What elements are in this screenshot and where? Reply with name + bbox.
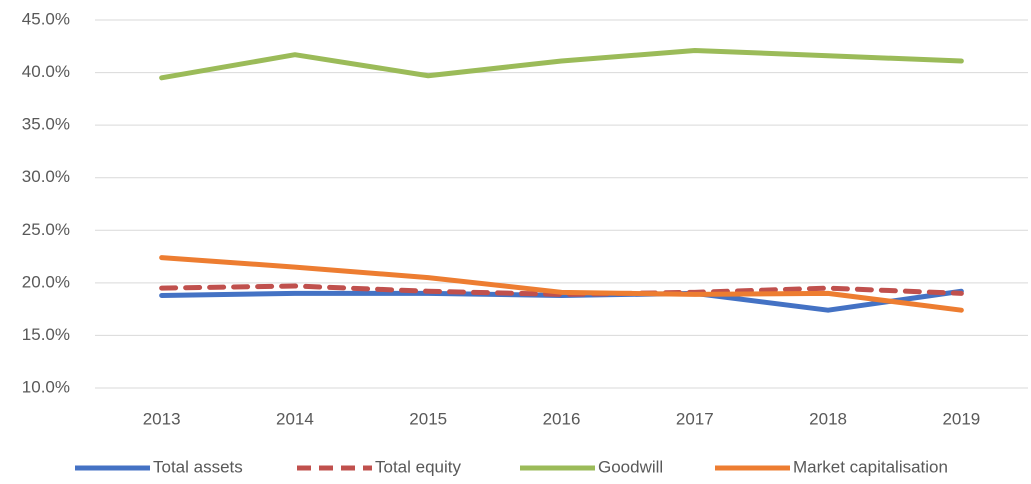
y-tick-label: 25.0% [22,220,70,239]
y-tick-label: 15.0% [22,325,70,344]
x-tick-label: 2013 [143,409,181,428]
x-tick-label: 2018 [809,409,847,428]
x-tick-label: 2016 [543,409,581,428]
y-tick-label: 45.0% [22,9,70,28]
y-tick-label: 20.0% [22,272,70,291]
legend-label: Total assets [153,457,243,476]
x-tick-label: 2014 [276,409,314,428]
y-tick-label: 30.0% [22,167,70,186]
series-line [159,255,964,313]
y-tick-label: 40.0% [22,62,70,81]
y-tick-label: 10.0% [22,377,70,396]
legend-label: Goodwill [598,457,663,476]
series-line [159,47,964,81]
y-tick-label: 35.0% [22,115,70,134]
legend-label: Market capitalisation [793,457,948,476]
x-tick-label: 2015 [409,409,447,428]
x-tick-label: 2019 [942,409,980,428]
legend-label: Total equity [375,457,461,476]
x-tick-label: 2017 [676,409,714,428]
